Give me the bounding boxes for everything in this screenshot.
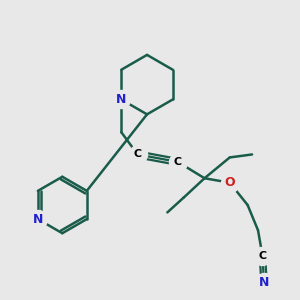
Text: O: O: [224, 176, 235, 189]
Text: N: N: [33, 213, 43, 226]
Text: C: C: [258, 250, 266, 260]
Text: C: C: [174, 157, 182, 167]
Text: N: N: [116, 93, 127, 106]
Text: N: N: [259, 276, 269, 289]
Text: C: C: [134, 149, 142, 160]
